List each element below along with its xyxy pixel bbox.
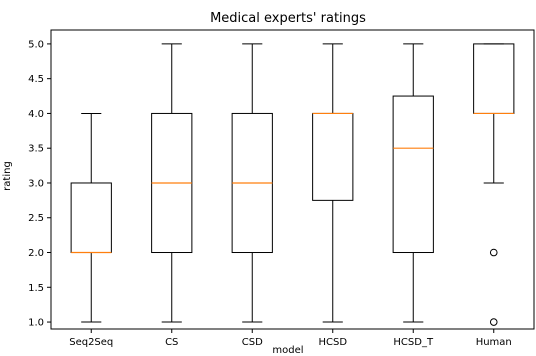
- y-tick-label: 2.5: [28, 213, 44, 224]
- x-tick-label: Seq2Seq: [69, 337, 113, 348]
- y-tick-label: 4.0: [28, 109, 44, 120]
- y-tick-label: 3.5: [28, 144, 44, 155]
- box-iqr: [312, 112, 354, 201]
- outlier-point: [489, 248, 498, 257]
- y-axis-label: rating: [2, 161, 13, 191]
- chart-title: Medical experts' ratings: [210, 11, 366, 26]
- x-tick-label: Human: [476, 337, 512, 348]
- box-iqr: [70, 182, 112, 254]
- box-seq2seq: [70, 112, 112, 323]
- y-tick-label: 3.0: [28, 178, 44, 189]
- x-axis-label: model: [272, 345, 303, 356]
- y-axis-ticks: 1.0 1.5 2.0 2.5 3.0 3.5 4.0 4.5 5.0: [28, 39, 51, 329]
- box-iqr: [392, 95, 434, 254]
- outlier-point: [489, 318, 498, 326]
- box-iqr: [473, 43, 515, 114]
- box-series: [70, 43, 515, 326]
- y-tick-label: 1.5: [28, 283, 44, 294]
- y-tick-label: 1.0: [28, 318, 44, 329]
- x-tick-label: HCSD_T: [393, 337, 434, 348]
- box-cs: [151, 43, 193, 323]
- y-tick-label: 2.0: [28, 248, 44, 259]
- y-tick-label: 4.5: [28, 74, 44, 85]
- y-tick-label: 5.0: [28, 39, 44, 50]
- x-tick-label: CS: [165, 337, 178, 348]
- box-csd: [231, 43, 273, 323]
- x-axis-ticks: Seq2Seq CS CSD HCSD HCSD_T Human: [69, 329, 512, 348]
- plot-frame: [50, 29, 535, 330]
- x-tick-label: CSD: [242, 337, 263, 348]
- box-hcsd-t: [392, 43, 434, 323]
- box-human: [473, 43, 515, 326]
- box-hcsd: [312, 43, 354, 323]
- x-tick-label: HCSD: [318, 337, 347, 348]
